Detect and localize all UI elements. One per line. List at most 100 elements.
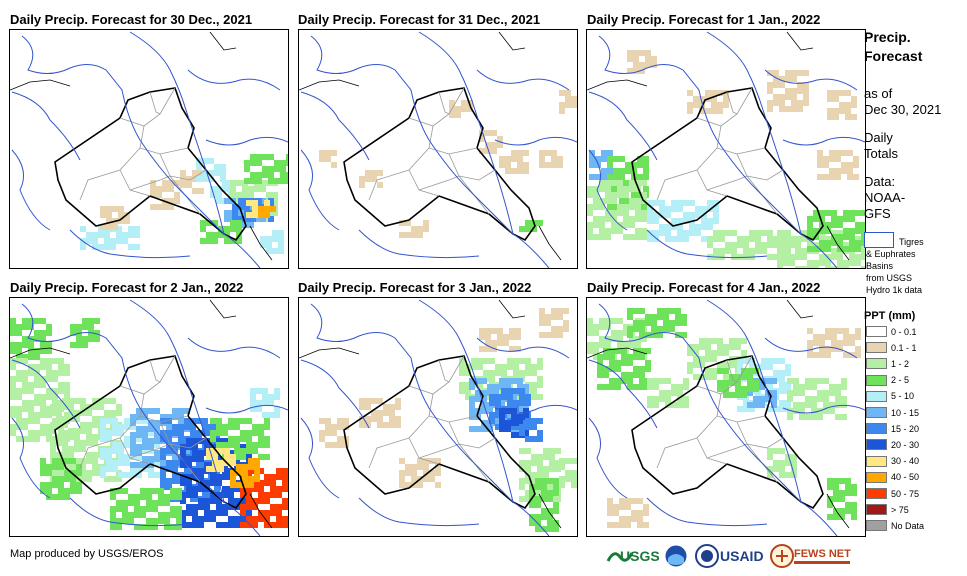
precip-cell xyxy=(258,206,264,212)
precip-cell xyxy=(222,522,228,528)
precip-cell xyxy=(359,398,365,404)
precip-cell xyxy=(711,338,717,344)
precip-cell xyxy=(200,238,206,244)
precip-cell xyxy=(779,448,785,454)
precip-cell xyxy=(637,192,643,198)
precip-cell xyxy=(805,396,811,402)
precip-cell xyxy=(22,424,28,430)
precip-cell xyxy=(242,192,248,198)
precip-cell xyxy=(435,482,441,488)
precip-cell xyxy=(236,470,242,476)
precip-cell xyxy=(64,494,70,500)
precip-cell xyxy=(86,422,92,428)
precip-cell xyxy=(547,526,553,532)
precip-cell xyxy=(228,498,234,504)
precip-cell xyxy=(645,348,651,354)
precip-cell xyxy=(645,62,651,68)
precip-cell xyxy=(240,516,246,522)
precip-cell xyxy=(46,348,52,354)
precip-cell xyxy=(262,166,268,172)
iraq-border xyxy=(631,355,824,510)
precip-cell xyxy=(246,498,252,504)
precip-cell xyxy=(517,420,523,426)
precip-cell xyxy=(791,76,797,82)
precip-cell xyxy=(74,398,80,404)
precip-cell xyxy=(545,320,551,326)
precip-cell xyxy=(767,82,773,88)
precip-cell xyxy=(779,376,785,382)
basin-outline xyxy=(598,35,802,235)
precip-cell xyxy=(16,394,22,400)
precip-cell xyxy=(587,192,593,198)
precip-cell xyxy=(70,458,76,464)
precip-cell xyxy=(653,212,659,218)
precip-cell xyxy=(423,470,429,476)
precip-cell xyxy=(515,328,521,334)
precip-cell xyxy=(823,378,829,384)
province-border xyxy=(696,147,728,197)
precip-cell xyxy=(166,466,172,472)
precip-cell xyxy=(773,94,779,100)
precip-cell xyxy=(246,200,252,206)
precip-cell xyxy=(741,368,747,374)
precip-cell xyxy=(525,424,531,430)
precip-cell xyxy=(166,430,172,436)
precip-cell xyxy=(707,224,713,230)
precip-cell xyxy=(699,374,705,380)
precip-cell xyxy=(819,210,825,216)
precip-cell xyxy=(331,430,337,436)
precip-cell xyxy=(254,216,260,222)
precip-cell xyxy=(449,100,455,106)
precip-cell xyxy=(264,418,270,424)
precip-cell xyxy=(256,400,262,406)
precip-cell xyxy=(154,442,160,448)
precip-cell xyxy=(599,186,605,192)
precip-cell xyxy=(234,516,240,522)
basin-outline xyxy=(300,91,370,161)
precip-cell xyxy=(637,522,643,528)
precip-cell xyxy=(791,460,797,466)
precip-cell xyxy=(150,186,156,192)
precip-cell xyxy=(593,330,599,336)
precip-cell xyxy=(609,384,615,390)
precip-cell xyxy=(172,424,178,430)
precip-cell xyxy=(671,236,677,242)
precip-cell xyxy=(76,470,82,476)
precip-cell xyxy=(789,236,795,242)
precip-cell xyxy=(76,488,82,494)
precip-cell xyxy=(525,460,531,466)
precip-cell xyxy=(10,412,16,418)
precip-cell xyxy=(717,108,723,114)
precip-cell xyxy=(605,180,611,186)
precip-cell xyxy=(535,526,541,532)
precip-cell xyxy=(861,234,865,240)
precip-cell xyxy=(92,452,98,458)
precip-cell xyxy=(665,236,671,242)
precip-cell xyxy=(637,174,643,180)
precip-cell xyxy=(647,212,653,218)
precip-cell xyxy=(825,260,831,266)
precip-cell xyxy=(529,502,535,508)
precip-cell xyxy=(136,408,142,414)
province-border xyxy=(129,175,171,191)
precip-cell xyxy=(28,354,34,360)
precip-cell xyxy=(110,476,116,482)
credit-text: Map produced by USGS/EROS xyxy=(10,548,164,560)
basin-outline xyxy=(358,497,480,527)
precip-cell xyxy=(767,382,773,388)
precip-cell xyxy=(611,180,617,186)
precip-cell xyxy=(252,200,258,206)
precip-cell xyxy=(645,314,651,320)
precip-cell xyxy=(779,388,785,394)
precip-cell xyxy=(270,504,276,510)
precip-cell xyxy=(837,230,843,236)
precip-cell xyxy=(629,198,635,204)
precip-cell xyxy=(845,108,851,114)
precip-cell xyxy=(523,432,529,438)
precip-cell xyxy=(619,522,625,528)
basin-outline xyxy=(11,91,81,161)
precip-cell xyxy=(525,358,531,364)
precip-cell xyxy=(525,226,531,232)
precip-cell xyxy=(106,206,112,212)
precip-cell xyxy=(517,156,523,162)
